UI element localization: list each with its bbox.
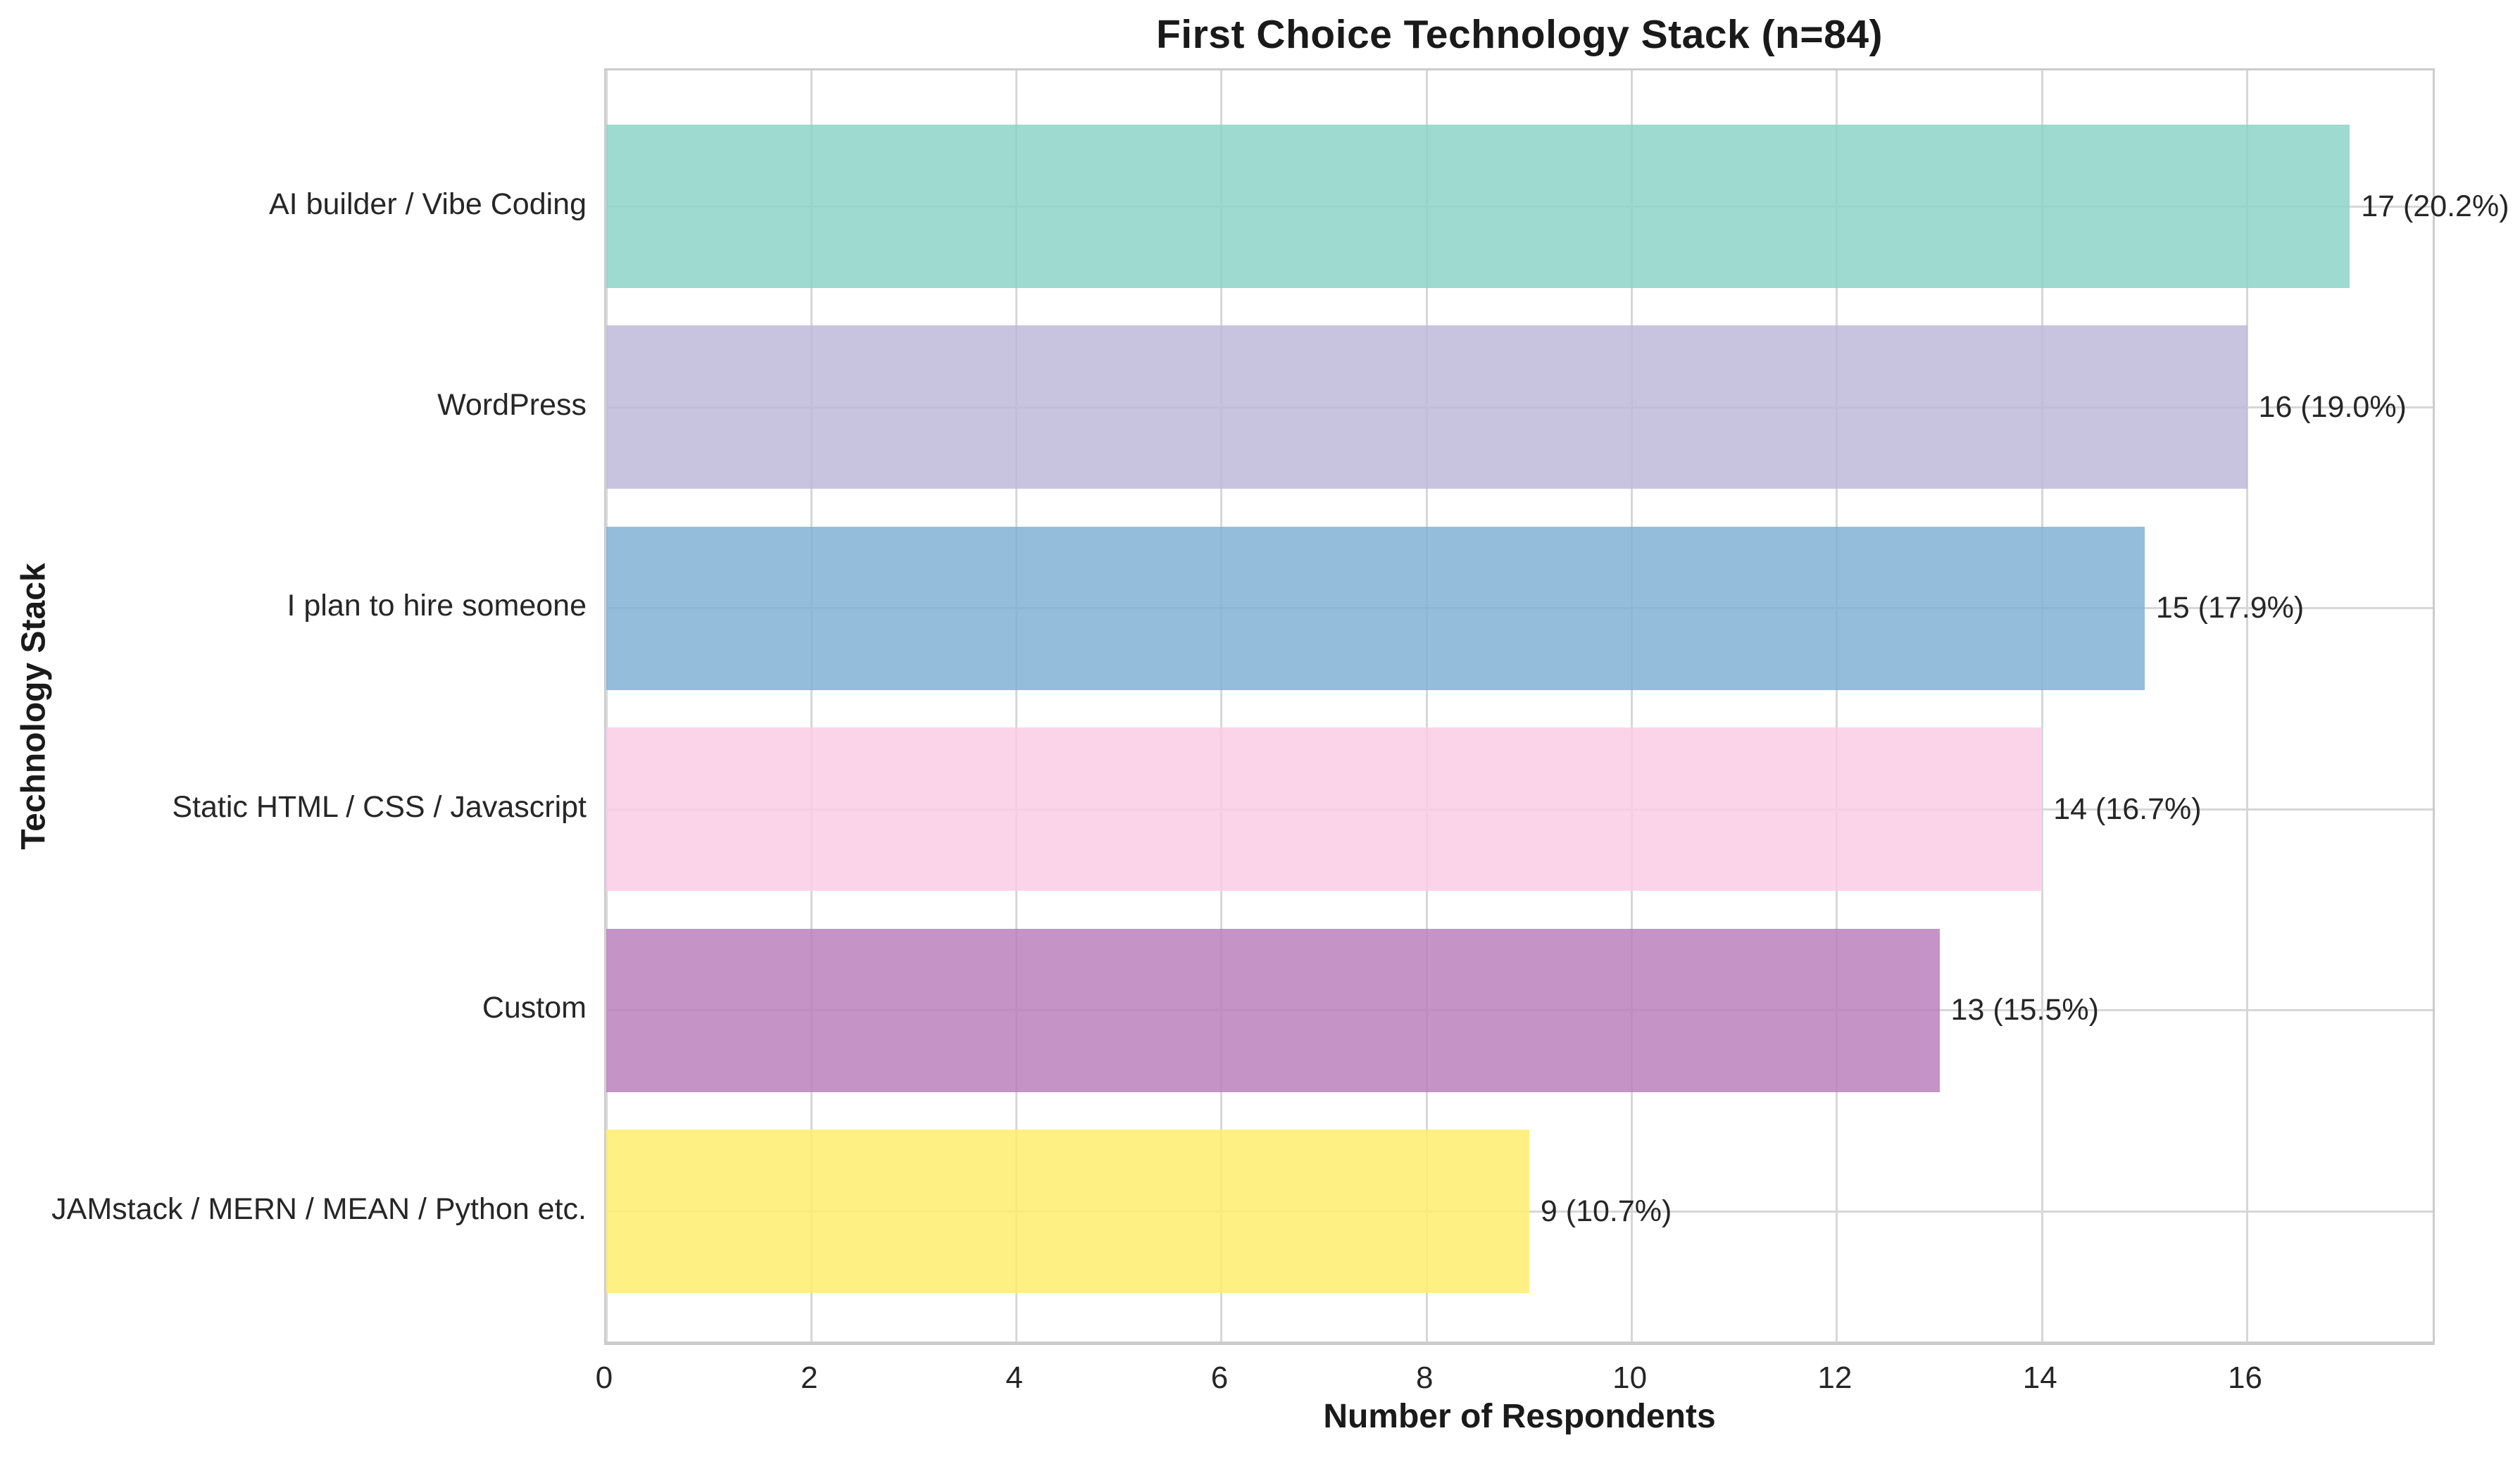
x-gridline-4 — [1015, 70, 1018, 1342]
bar-value-label-ai-builder-vibe-coding: 17 (20.2%) — [2361, 189, 2509, 223]
x-tick-label-0: 0 — [595, 1361, 613, 1395]
bar-i-plan-to-hire-someone — [606, 526, 2145, 690]
x-gridline-2 — [810, 70, 813, 1342]
x-gridline-6 — [1220, 70, 1223, 1342]
chart-title: First Choice Technology Stack (n=84) — [1155, 12, 1883, 57]
x-gridline-14 — [2041, 70, 2043, 1342]
plot-area: 17 (20.2%) 16 (19.0%) 15 (17.9%) 14 (16.7%)… — [604, 68, 2509, 1345]
bar-value-label-custom: 13 (15.5%) — [1950, 993, 2099, 1027]
bar-labels-layer: 17 (20.2%) 16 (19.0%) 15 (17.9%) 14 (16.7%)… — [606, 70, 2509, 1342]
y-tick-label-static-html-css-javascript: Static HTML / CSS / Javascript — [172, 789, 587, 824]
y-tick-label-i-plan-to-hire-someone: I plan to hire someone — [287, 589, 587, 623]
x-gridline-12 — [1836, 70, 1838, 1342]
bar-ai-builder-vibe-coding — [606, 125, 2350, 288]
x-tick-label-16: 16 — [2228, 1361, 2262, 1395]
bar-value-label-static-html-css-javascript: 14 (16.7%) — [2053, 792, 2202, 826]
x-gridline-0 — [605, 70, 608, 1342]
x-tick-label-12: 12 — [1817, 1361, 1853, 1395]
bar-custom — [606, 928, 1940, 1092]
bar-static-html-css-javascript — [606, 727, 2043, 892]
x-tick-label-8: 8 — [1416, 1361, 1434, 1395]
bars-layer — [606, 70, 2433, 1342]
x-tick-label-2: 2 — [801, 1361, 818, 1395]
x-tick-label-4: 4 — [1005, 1361, 1023, 1395]
bar-value-label-i-plan-to-hire-someone: 15 (17.9%) — [2155, 591, 2305, 625]
y-tick-label-wordpress: WordPress — [437, 387, 587, 422]
x-gridline-10 — [1631, 70, 1634, 1342]
x-tick-label-6: 6 — [1210, 1361, 1229, 1395]
bar-wordpress — [606, 325, 2248, 489]
x-tick-label-10: 10 — [1612, 1361, 1648, 1395]
bar-jamstack-mern-mean-python-etc — [606, 1130, 1529, 1293]
bar-value-label-jamstack-mern-mean-python-etc: 9 (10.7%) — [1540, 1194, 1672, 1228]
y-tick-label-jamstack-mern-mean-python-etc: JAMstack / MERN / MEAN / Python etc. — [51, 1192, 587, 1226]
x-gridline-8 — [1425, 70, 1428, 1342]
x-axis-label: Number of Respondents — [1323, 1398, 1716, 1435]
x-tick-label-14: 14 — [2022, 1361, 2057, 1395]
bar-value-label-wordpress: 16 (19.0%) — [2258, 389, 2407, 424]
y-tick-label-custom: Custom — [482, 991, 587, 1025]
y-tick-label-ai-builder-vibe-coding: AI builder / Vibe Coding — [269, 187, 587, 221]
x-gridline-16 — [2246, 70, 2249, 1342]
